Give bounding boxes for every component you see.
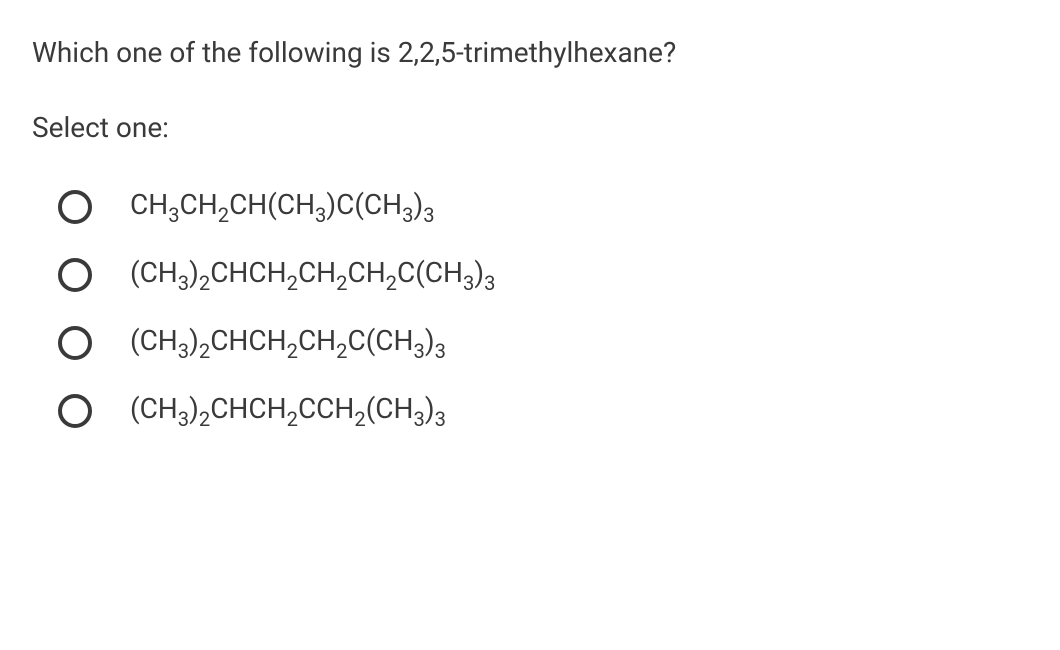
radio-icon[interactable] [58,190,92,224]
radio-icon[interactable] [58,394,92,428]
chemical-formula: (CH3)2CHCH2CH2C(CH3)3 [130,327,446,360]
option-a[interactable]: CH3CH2CH(CH3)C(CH3)3 [58,190,1028,224]
question-text: Which one of the following is 2,2,5-trim… [32,36,1028,69]
radio-icon[interactable] [58,258,92,292]
option-d[interactable]: (CH3)2CHCH2CCH2(CH3)3 [58,394,1028,428]
radio-icon[interactable] [58,326,92,360]
chemical-formula: (CH3)2CHCH2CH2CH2C(CH3)3 [130,259,495,292]
select-prompt: Select one: [32,111,1028,144]
option-c[interactable]: (CH3)2CHCH2CH2C(CH3)3 [58,326,1028,360]
chemical-formula: CH3CH2CH(CH3)C(CH3)3 [130,191,435,224]
option-b[interactable]: (CH3)2CHCH2CH2CH2C(CH3)3 [58,258,1028,292]
chemical-formula: (CH3)2CHCH2CCH2(CH3)3 [130,395,446,428]
options-list: CH3CH2CH(CH3)C(CH3)3 (CH3)2CHCH2CH2CH2C(C… [32,190,1028,428]
